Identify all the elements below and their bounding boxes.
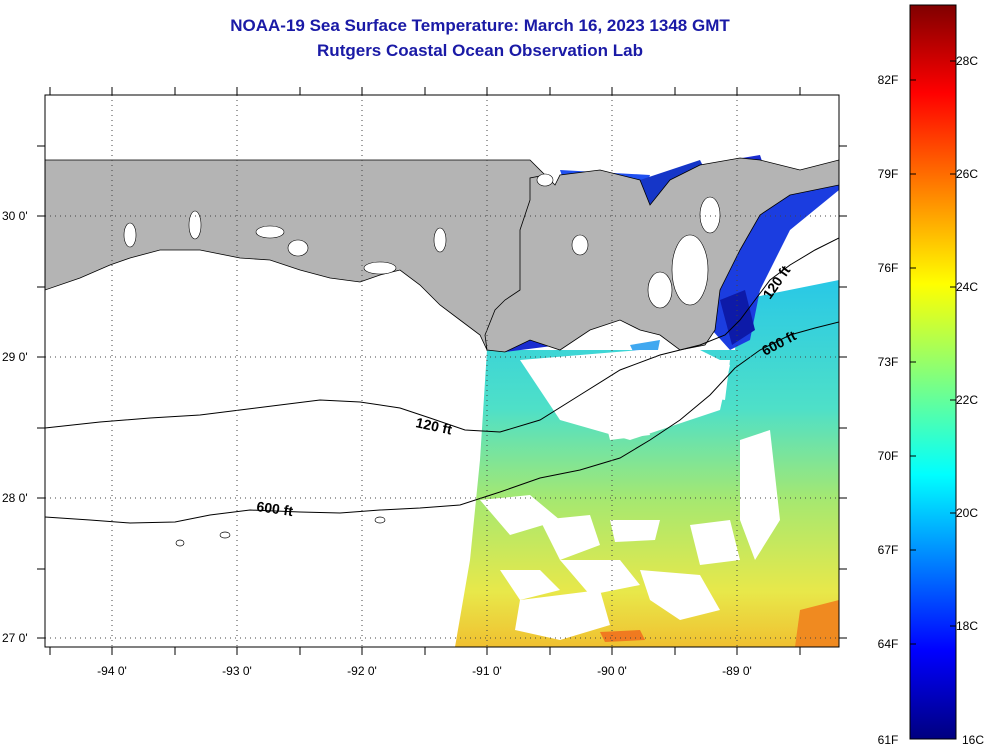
lat-label: 28 0'	[2, 491, 28, 505]
land-mass	[45, 95, 839, 353]
lon-label: -91 0'	[472, 664, 502, 678]
colorbar-label-f: 73F	[877, 355, 899, 369]
lon-label: -90 0'	[597, 664, 627, 678]
colorbar-label-c: 28C	[956, 54, 979, 68]
lat-lon-grid	[45, 95, 839, 647]
map-frame	[44, 94, 840, 648]
colorbar-label-c: 16C	[962, 733, 985, 747]
axis-ticks	[37, 87, 847, 655]
colorbar-label-f: 64F	[877, 637, 899, 651]
map-subtitle: Rutgers Coastal Ocean Observation Lab	[317, 41, 643, 60]
map-title: NOAA-19 Sea Surface Temperature: March 1…	[230, 16, 730, 35]
colorbar-label-f: 61F	[877, 733, 899, 747]
lon-label: -92 0'	[347, 664, 377, 678]
colorbar-label-c: 26C	[956, 167, 979, 181]
contour-600ft	[45, 321, 839, 524]
lat-label: 27 0'	[2, 631, 28, 645]
contour-label-west-600: 600 ft	[256, 498, 295, 519]
colorbar-label-f: 82F	[877, 73, 899, 87]
colorbar-label-f: 67F	[877, 543, 899, 557]
contour-120ft	[45, 237, 839, 433]
colorbar-label-f: 76F	[877, 261, 899, 275]
map-area	[45, 95, 839, 647]
lat-label: 29 0'	[2, 350, 28, 364]
colorbar	[909, 4, 957, 740]
lon-label: -93 0'	[222, 664, 252, 678]
colorbar-label-f: 79F	[877, 167, 899, 181]
lon-label: -94 0'	[97, 664, 127, 678]
colorbar-ticks	[910, 60, 956, 645]
colorbar-label-c: 24C	[956, 280, 979, 294]
colorbar-label-c: 22C	[956, 393, 979, 407]
colorbar-label-c: 20C	[956, 506, 979, 520]
lat-label: 30 0'	[2, 209, 28, 223]
lon-label: -89 0'	[722, 664, 752, 678]
contour-label-west-120: 120 ft	[414, 414, 453, 437]
colorbar-label-f: 70F	[877, 449, 899, 463]
colorbar-label-c: 18C	[956, 619, 979, 633]
